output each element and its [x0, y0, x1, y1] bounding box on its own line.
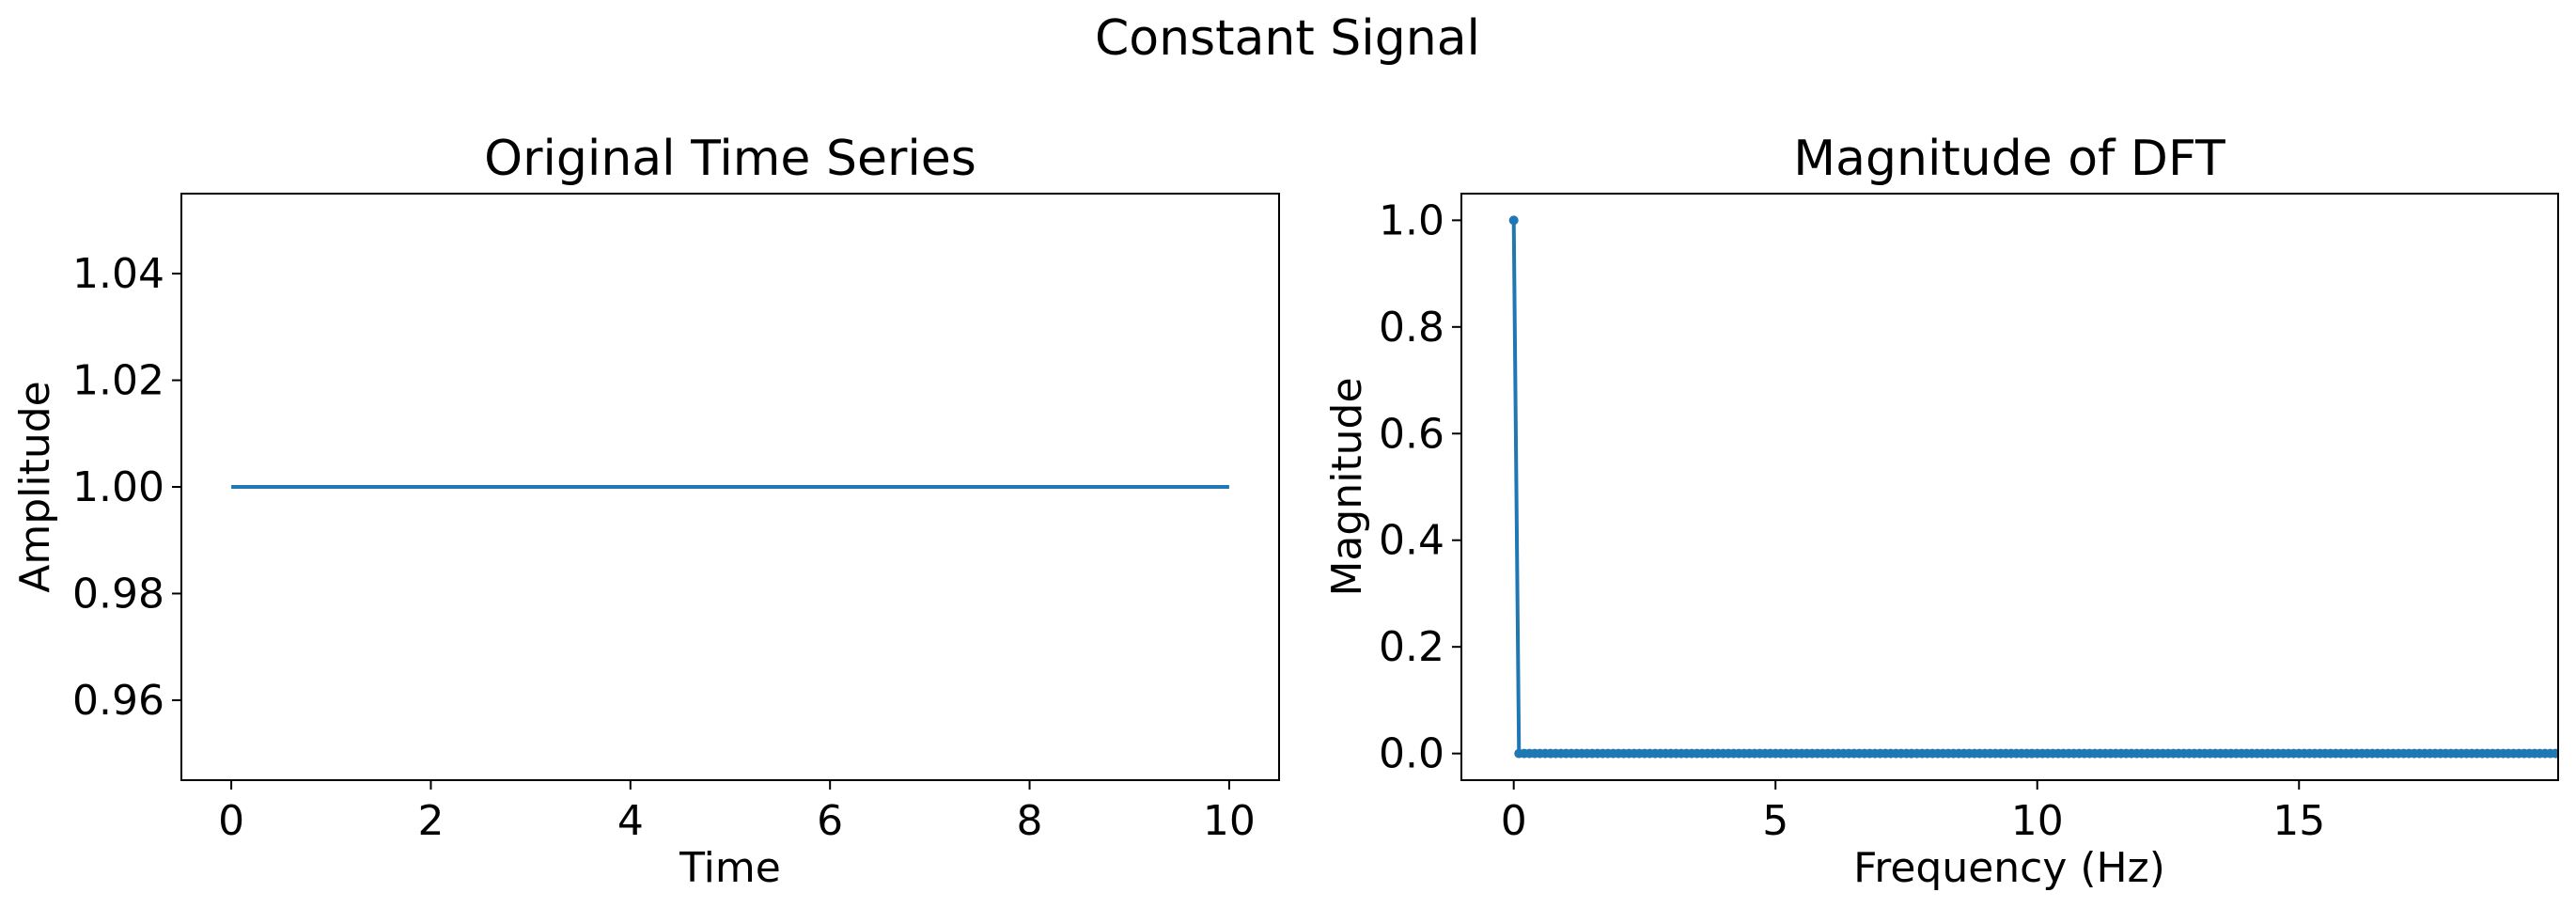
dft-magnitude-x-tick-label: 5	[1762, 797, 1788, 845]
dft-magnitude-x-ticks: 0 5 10 15	[1501, 780, 2325, 845]
dft-magnitude-y-ticks: 0.0 0.2 0.4 0.6 0.8 1.0	[1379, 196, 1461, 778]
time-series-x-tick-label: 8	[1017, 797, 1043, 845]
dft-magnitude-x-tick-label: 15	[2272, 797, 2325, 845]
dft-magnitude-title: Magnitude of DFT	[1793, 131, 2225, 187]
time-series-x-tick-label: 2	[417, 797, 444, 845]
dft-magnitude-y-tick-label: 0.2	[1379, 623, 1444, 671]
time-series-y-tick-label: 1.02	[72, 357, 164, 405]
time-series-x-tick-label: 6	[817, 797, 843, 845]
dft-magnitude-y-tick-label: 1.0	[1379, 196, 1444, 244]
time-series-chart: Original Time Series 0 2 4 6 8 10 0.96 0.98 1.0…	[11, 131, 1280, 892]
dft-magnitude-y-tick-label: 0.8	[1379, 304, 1444, 352]
dft-magnitude-y-label: Magnitude	[1323, 377, 1371, 596]
dft-magnitude-chart: Magnitude of DFT 0 5 10 15 0.0 0.2 0.4 0.6 0.8 1…	[1323, 131, 2559, 892]
dft-magnitude-x-tick-label: 0	[1501, 797, 1527, 845]
time-series-y-ticks: 0.96 0.98 1.00 1.02 1.04	[72, 250, 181, 725]
time-series-x-ticks: 0 2 4 6 8 10	[218, 780, 1256, 845]
time-series-y-tick-label: 0.96	[72, 677, 164, 725]
dft-magnitude-frame	[1460, 193, 2559, 781]
time-series-y-tick-label: 0.98	[72, 570, 164, 618]
time-series-x-tick-label: 4	[617, 797, 644, 845]
dft-magnitude-series	[1508, 215, 2558, 759]
dft-magnitude-point	[2551, 748, 2558, 759]
time-series-title: Original Time Series	[484, 131, 976, 187]
time-series-y-tick-label: 1.00	[72, 463, 164, 511]
time-series-x-tick-label: 10	[1203, 797, 1256, 845]
dft-magnitude-plot-area	[1508, 215, 2558, 759]
dft-magnitude-y-tick-label: 0.4	[1379, 517, 1444, 565]
dft-magnitude-x-tick-label: 10	[2011, 797, 2064, 845]
time-series-y-tick-label: 1.04	[72, 250, 164, 298]
dft-magnitude-y-tick-label: 0.0	[1379, 730, 1444, 778]
time-series-y-label: Amplitude	[11, 381, 59, 592]
dft-magnitude-line	[1511, 220, 2556, 756]
time-series-x-tick-label: 0	[218, 797, 244, 845]
dft-magnitude-x-label: Frequency (Hz)	[1853, 844, 2165, 892]
time-series-x-label: Time	[679, 844, 781, 892]
figure-title: Constant Signal	[1095, 10, 1480, 67]
dft-magnitude-y-tick-label: 0.6	[1379, 410, 1444, 458]
dft-magnitude-point	[1508, 215, 1519, 226]
